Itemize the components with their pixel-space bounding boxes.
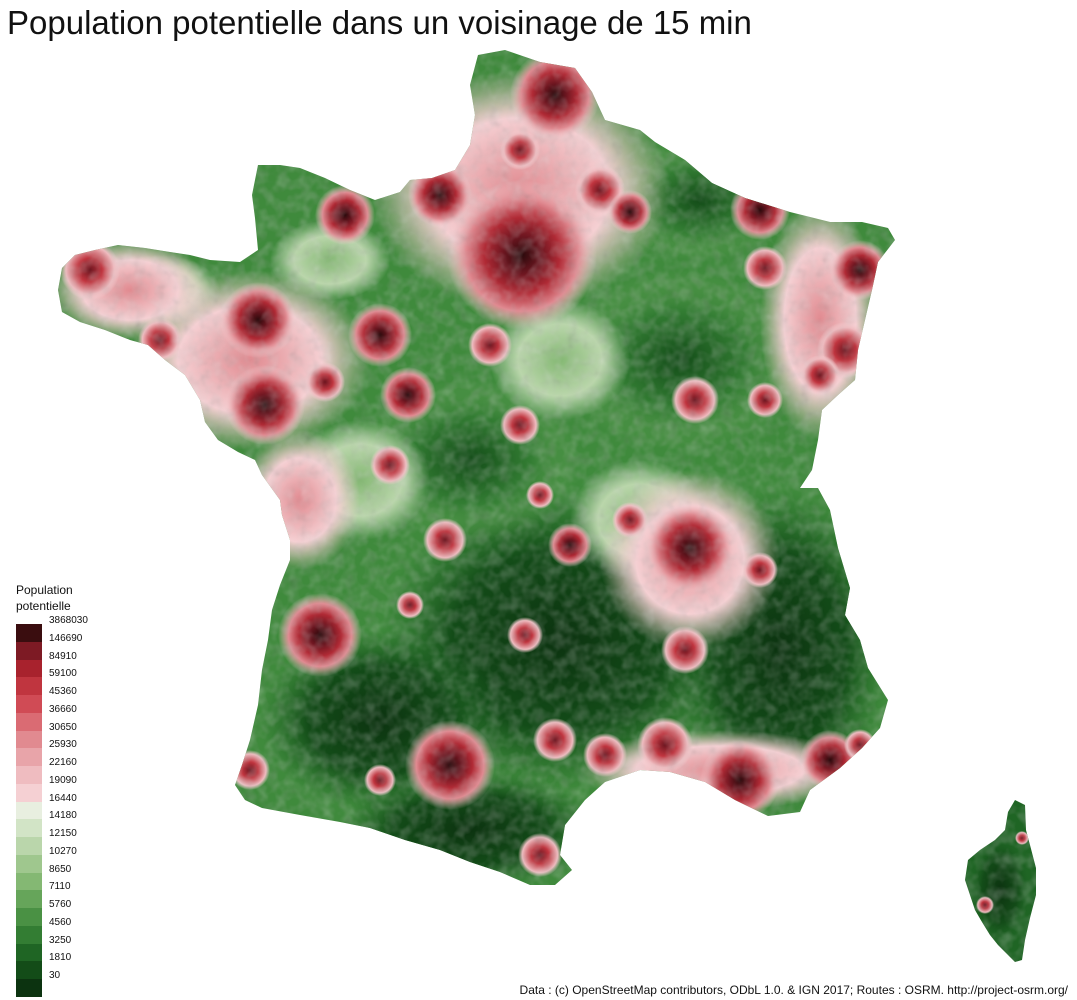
legend-swatch <box>16 854 42 873</box>
legend-break-label: 84910 <box>49 650 77 662</box>
legend-break-label: 146690 <box>49 632 83 644</box>
legend-break-label: 36660 <box>49 703 77 715</box>
legend-swatch <box>16 925 42 944</box>
legend-item: 7110 <box>16 881 136 908</box>
legend-item: 10270 <box>16 846 136 873</box>
legend-break-label: 12150 <box>49 828 77 839</box>
legend-item: 59100 <box>16 668 136 695</box>
legend-title-line2: potentielle <box>16 599 71 613</box>
legend-item: 1810 <box>16 952 136 979</box>
legend-swatch <box>16 712 42 731</box>
legend-scale: 3868030 146690 84910 59100 45360 36660 30650 25… <box>16 615 136 997</box>
legend-break-label: 3868030 <box>49 615 88 626</box>
legend-swatch <box>16 961 42 979</box>
legend-break-label: 19090 <box>49 774 77 786</box>
legend-swatch <box>16 837 42 855</box>
legend-item: 84910 <box>16 651 136 678</box>
legend-swatch <box>16 819 42 837</box>
legend-swatch <box>16 659 42 678</box>
legend-item: 45360 <box>16 686 136 713</box>
legend-break-label: 14180 <box>49 810 77 822</box>
legend-swatch <box>16 695 42 713</box>
legend-swatch <box>16 943 42 962</box>
legend-swatch <box>16 748 42 766</box>
map-title: Population potentielle dans un voisinage… <box>7 4 752 41</box>
legend-break-label: 30650 <box>49 721 77 733</box>
legend-break-label: 1810 <box>49 952 72 964</box>
legend-title-line1: Population <box>16 583 73 597</box>
legend-swatch <box>16 677 42 695</box>
legend-title: Population potentielle <box>16 582 73 614</box>
legend-break-label: 16440 <box>49 792 77 804</box>
legend-swatch <box>16 801 42 820</box>
legend-item: 5760 <box>16 899 136 926</box>
legend-item: 14180 <box>16 810 136 837</box>
legend-break-label: 10270 <box>49 845 77 857</box>
legend-item: 3250 <box>16 935 136 962</box>
legend-break-label: 59100 <box>49 668 77 680</box>
legend-swatch <box>16 730 42 749</box>
legend-swatch <box>16 624 42 642</box>
data-source-credit: Data : (c) OpenStreetMap contributors, O… <box>519 983 1068 997</box>
legend-swatch <box>16 872 42 891</box>
legend-item: 12150 <box>16 828 136 855</box>
legend-break-label: 25930 <box>49 739 77 751</box>
legend-break-label: 22160 <box>49 757 77 768</box>
legend-item: 19090 <box>16 775 136 802</box>
legend-swatch <box>16 783 42 802</box>
legend-swatch <box>16 641 42 660</box>
legend-break-label: 5760 <box>49 899 72 910</box>
legend-swatch <box>16 979 42 997</box>
legend-item: 4560 <box>16 917 136 944</box>
legend-swatch <box>16 766 42 784</box>
legend-item: 3868030 <box>16 615 136 642</box>
legend-swatch <box>16 890 42 908</box>
legend-item: 30650 <box>16 722 136 749</box>
legend-item: 36660 <box>16 704 136 731</box>
legend-item: 146690 <box>16 633 136 660</box>
legend-item: 8650 <box>16 864 136 891</box>
legend-item: 30 <box>16 970 136 997</box>
legend-swatch <box>16 908 42 926</box>
legend-item: 16440 <box>16 793 136 820</box>
legend-break-label: 3250 <box>49 934 72 946</box>
legend-item: 22160 <box>16 757 136 784</box>
legend-break-label: 7110 <box>49 881 71 893</box>
legend-break-label: 4560 <box>49 916 72 928</box>
legend-break-label: 8650 <box>49 863 72 875</box>
legend-item: 25930 <box>16 739 136 766</box>
legend-break-label: 30 <box>49 970 61 981</box>
legend-break-label: 45360 <box>49 686 77 697</box>
